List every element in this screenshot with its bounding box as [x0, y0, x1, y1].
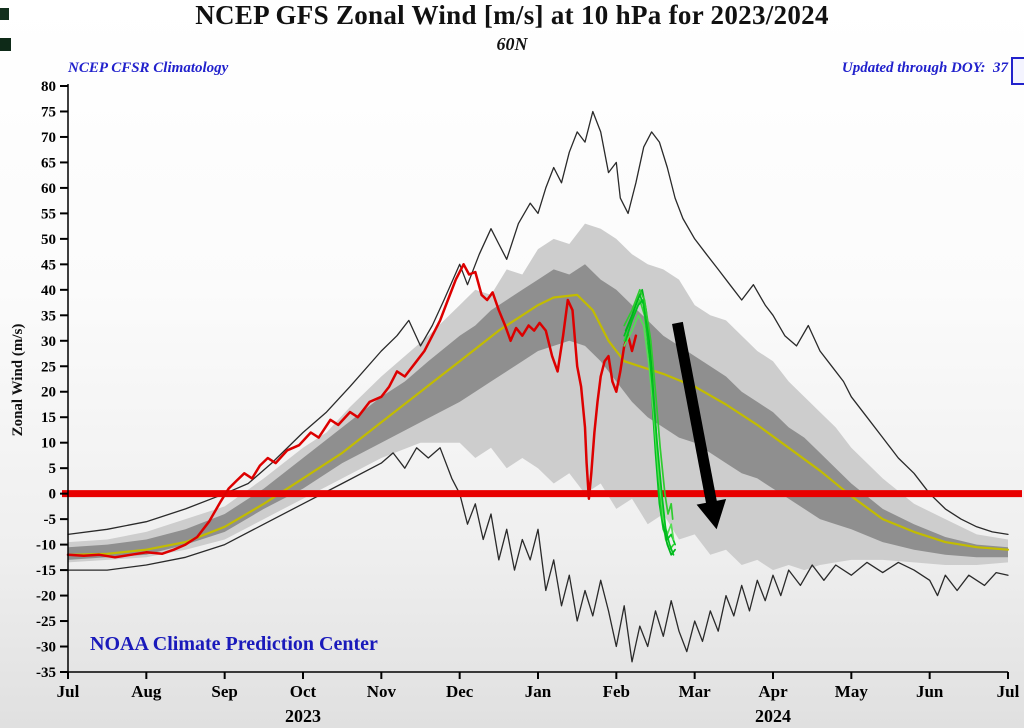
y-tick-label: 5: [49, 461, 57, 477]
x-tick-label: Mar: [679, 682, 712, 701]
x-year-label: 2024: [755, 706, 791, 726]
climatology-source-label: NCEP CFSR Climatology: [68, 60, 229, 76]
y-tick-label: 65: [41, 155, 56, 171]
y-tick-label: 25: [41, 359, 56, 375]
y-tick-label: -5: [44, 512, 57, 528]
x-tick-label: Aug: [131, 682, 162, 701]
noaa-credit-label: NOAA Climate Prediction Center: [90, 633, 378, 655]
x-tick-label: Oct: [290, 682, 317, 701]
x-tick-label: Feb: [603, 682, 630, 701]
x-tick-label: Jun: [916, 682, 944, 701]
y-axis-title: Zonal Wind (m/s): [10, 323, 26, 437]
series-gfs-forecast-member-6: [623, 288, 674, 520]
y-tick-label: 70: [41, 130, 56, 146]
y-tick-label: -20: [36, 589, 56, 605]
y-tick-label: 45: [41, 257, 56, 273]
y-tick-label: 30: [41, 334, 56, 350]
series-analysis-2023-2024: [66, 263, 638, 559]
screen-artifact-square: [0, 8, 9, 20]
updated-doy-label: Updated through DOY: 37: [841, 60, 1008, 76]
x-tick-label: Jul: [997, 682, 1020, 701]
series-record-min: [67, 447, 1009, 663]
y-tick-label: 15: [41, 410, 56, 426]
x-tick-label: Apr: [758, 682, 788, 701]
screen-artifact-blue-box: [1011, 57, 1024, 85]
series-record-max: [67, 110, 1009, 536]
y-tick-label: 60: [41, 181, 56, 197]
x-tick-label: Jan: [525, 682, 552, 701]
y-tick-label: -35: [36, 665, 56, 681]
ssw-drop-arrow-shaft: [672, 321, 718, 509]
y-tick-label: 10: [41, 436, 56, 452]
x-tick-label: May: [835, 682, 869, 701]
ssw-drop-arrow-head: [696, 499, 727, 530]
y-tick-label: 75: [41, 104, 56, 120]
x-tick-label: Nov: [367, 682, 397, 701]
y-tick-label: 55: [41, 206, 56, 222]
y-tick-label: 0: [49, 487, 57, 503]
screen-artifact-square: [0, 38, 11, 51]
x-tick-label: Dec: [446, 682, 474, 701]
climatology-range-inner-band: [68, 264, 1008, 560]
y-tick-label: 40: [41, 283, 56, 299]
x-tick-label: Jul: [57, 682, 80, 701]
y-tick-label: -10: [36, 538, 56, 554]
y-tick-label: -25: [36, 614, 56, 630]
series-gfs-forecast-member-4: [623, 314, 675, 541]
y-tick-label: 50: [41, 232, 56, 248]
x-tick-label: Sep: [211, 682, 237, 701]
chart-title: NCEP GFS Zonal Wind [m/s] at 10 hPa for …: [195, 0, 829, 30]
y-tick-label: 20: [41, 385, 56, 401]
y-tick-label: 35: [41, 308, 56, 324]
y-tick-label: -15: [36, 563, 56, 579]
series-gfs-forecast-member-5: [624, 299, 675, 556]
y-tick-label: 80: [41, 79, 56, 95]
y-tick-label: -30: [36, 640, 56, 656]
x-year-label: 2023: [285, 706, 321, 726]
chart-subtitle: 60N: [496, 34, 528, 54]
